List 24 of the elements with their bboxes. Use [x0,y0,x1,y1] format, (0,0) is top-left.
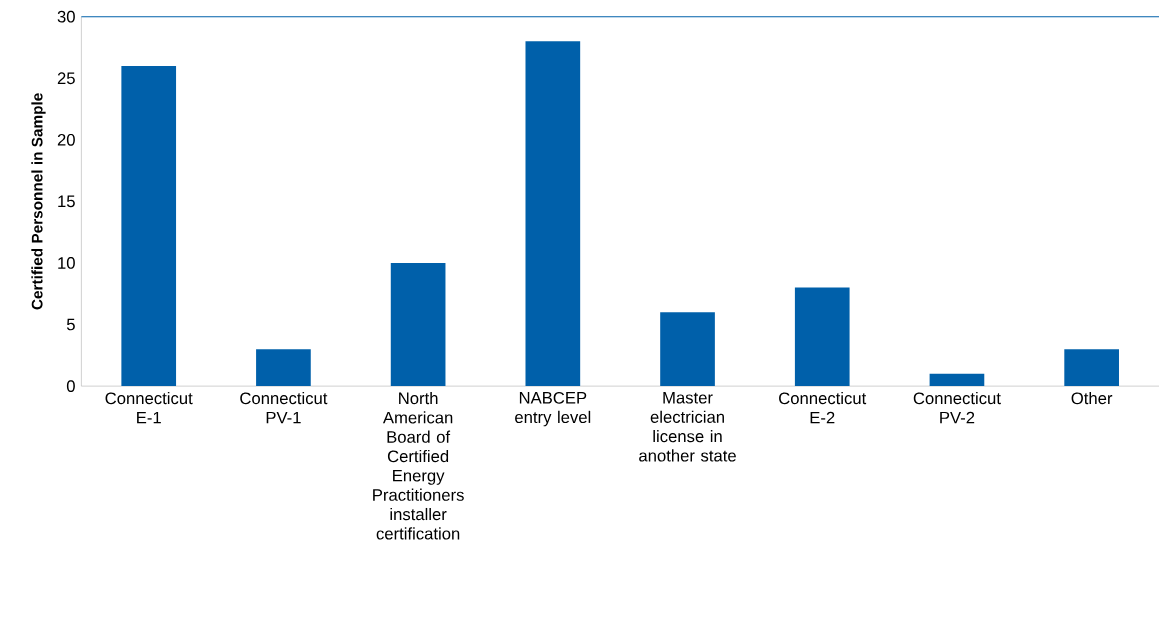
x-tick-label: North American Board of Certified Energy Practitioners installer certification [373,391,464,540]
bar [660,312,715,387]
x-tick-label: Connecticut PV-1 [240,391,328,424]
y-axis-title: Certified Personnel in Sample [31,93,46,310]
bar [1064,349,1119,387]
y-tick-label: 20 [57,133,75,146]
x-tick-label: Connecticut E-2 [779,391,867,424]
x-tick-label: Connecticut E-1 [105,391,193,424]
x-tick-label: Other [1071,391,1113,405]
bar [794,287,850,387]
y-tick-label: 5 [66,318,75,331]
bar [121,65,177,387]
y-tick-label: 0 [66,380,75,392]
x-tick-label: Connecticut PV-2 [913,391,1001,424]
bar [525,41,581,387]
x-tick-label: NABCEP entry level [515,391,591,427]
bar [929,373,985,387]
bar [390,262,446,387]
y-tick-label: 30 [57,10,75,23]
x-tick-label: Master electrician license in another state [639,391,736,462]
y-tick-label: 10 [58,256,75,269]
bar [256,349,311,387]
y-tick-label: 15 [58,195,75,208]
y-tick-label: 25 [57,72,75,85]
